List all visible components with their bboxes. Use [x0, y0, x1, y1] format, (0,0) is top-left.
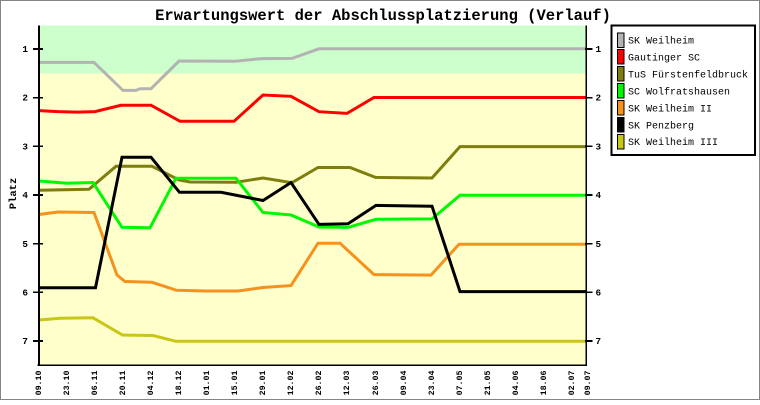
- svg-text:SK Weilheim: SK Weilheim: [628, 36, 694, 48]
- svg-text:5: 5: [596, 239, 602, 250]
- svg-text:20.11: 20.11: [119, 370, 128, 395]
- svg-text:18.06: 18.06: [540, 370, 549, 395]
- svg-text:06.11: 06.11: [91, 370, 100, 395]
- svg-text:23.10: 23.10: [63, 370, 72, 395]
- svg-text:3: 3: [596, 141, 602, 152]
- svg-text:2: 2: [596, 93, 602, 104]
- svg-text:15.01: 15.01: [231, 370, 240, 395]
- svg-text:07.05: 07.05: [456, 370, 465, 395]
- svg-text:SK Penzberg: SK Penzberg: [628, 120, 694, 132]
- svg-text:01.01: 01.01: [203, 370, 212, 395]
- svg-text:04.06: 04.06: [512, 370, 521, 395]
- svg-text:SC Wolfratshausen: SC Wolfratshausen: [628, 86, 730, 98]
- svg-text:2: 2: [22, 93, 28, 104]
- svg-text:09.10: 09.10: [35, 370, 44, 395]
- svg-text:23.04: 23.04: [428, 370, 437, 395]
- svg-text:SK Weilheim II: SK Weilheim II: [628, 103, 712, 115]
- svg-text:18.12: 18.12: [175, 370, 184, 395]
- svg-text:Erwartungswert der Abschlusspl: Erwartungswert der Abschlussplatzierung …: [155, 7, 611, 25]
- svg-text:04.12: 04.12: [147, 370, 156, 395]
- svg-text:29.01: 29.01: [259, 370, 268, 395]
- svg-text:7: 7: [22, 336, 28, 347]
- svg-text:6: 6: [596, 287, 602, 298]
- svg-text:26.02: 26.02: [315, 370, 324, 395]
- svg-text:4: 4: [596, 190, 602, 201]
- svg-text:12.02: 12.02: [287, 370, 296, 395]
- svg-text:3: 3: [22, 141, 28, 152]
- svg-text:21.05: 21.05: [484, 370, 493, 395]
- svg-text:6: 6: [22, 287, 28, 298]
- svg-text:26.03: 26.03: [372, 370, 381, 395]
- svg-text:5: 5: [22, 239, 28, 250]
- svg-text:Platz: Platz: [8, 178, 20, 210]
- svg-text:SK Weilheim III: SK Weilheim III: [628, 137, 718, 149]
- svg-text:12.03: 12.03: [343, 370, 352, 395]
- svg-text:1: 1: [22, 44, 28, 55]
- svg-text:09.04: 09.04: [400, 370, 409, 395]
- svg-text:TuS Fürstenfeldbruck: TuS Fürstenfeldbruck: [628, 70, 748, 82]
- svg-text:4: 4: [22, 190, 28, 201]
- svg-text:Gautinger SC: Gautinger SC: [628, 53, 700, 65]
- svg-text:09.07: 09.07: [584, 370, 593, 395]
- svg-text:02.07: 02.07: [568, 370, 577, 395]
- svg-text:1: 1: [596, 44, 602, 55]
- svg-text:7: 7: [596, 336, 602, 347]
